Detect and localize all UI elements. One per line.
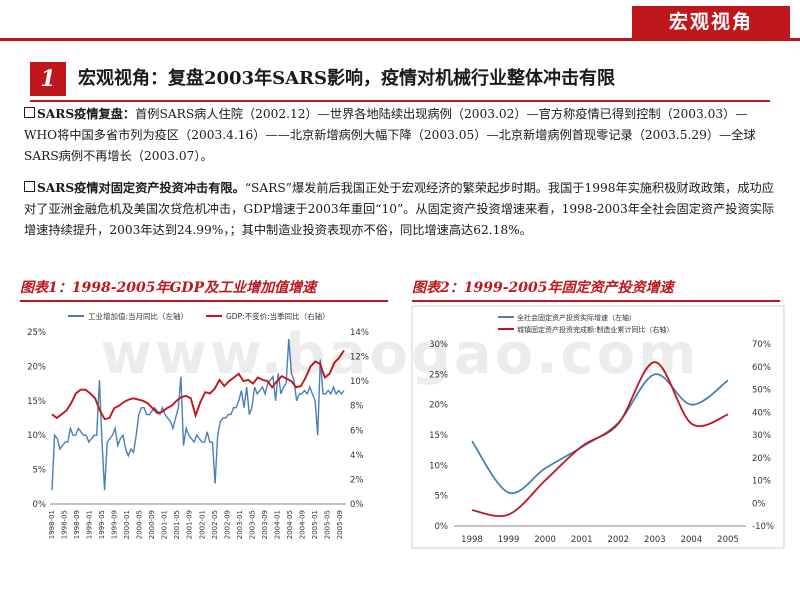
title-underline <box>30 100 770 102</box>
y-left-tick-label: 15% <box>429 431 448 441</box>
legend-label: 城镇固定资产投资完成额:制造业累计同比（右轴） <box>517 325 673 334</box>
x-tick-label: 2003-05 <box>248 510 256 539</box>
x-tick-label: 2002 <box>607 535 629 545</box>
x-tick-label: 2004-01 <box>273 510 281 539</box>
y-right-tick-label: 70% <box>752 340 771 350</box>
y-right-tick-label: 0% <box>752 499 766 509</box>
y-left-tick-label: 10% <box>27 431 46 441</box>
y-left-tick-label: 10% <box>429 461 448 471</box>
legend-label: 工业增加值:当月同比（左轴） <box>88 311 188 321</box>
x-tick-label: 2005 <box>717 535 739 545</box>
x-tick-label: 1998-01 <box>48 510 56 539</box>
paragraph-investment-impact: SARS疫情对固定资产投资冲击有限。“SARS”爆发前后我国正处于宏观经济的繁荣… <box>24 178 780 241</box>
x-tick-label: 2000-09 <box>148 510 156 539</box>
x-tick-label: 2001-09 <box>186 510 194 539</box>
paragraph-sars-review: SARS疫情复盘：首例SARS病人住院（2002.12）—世界各地陆续出现病例（… <box>24 104 780 167</box>
x-tick-label: 2002-09 <box>223 510 231 539</box>
x-tick-label: 2003 <box>644 535 666 545</box>
slide-title: 宏观视角：复盘2003年SARS影响，疫情对机械行业整体冲击有限 <box>78 68 616 89</box>
series-line-1 <box>51 349 345 421</box>
x-tick-label: 1999-05 <box>98 510 106 539</box>
paragraph-label: SARS疫情复盘： <box>37 107 136 121</box>
y-right-tick-label: 14% <box>350 328 369 338</box>
slide-title-row: 1 宏观视角：复盘2003年SARS影响，疫情对机械行业整体冲击有限 <box>30 62 770 102</box>
y-right-tick-label: 50% <box>752 386 771 396</box>
chart1-title: 图表1：1998-2005年GDP及工业增加值增速 <box>20 276 388 302</box>
x-tick-label: 2004-05 <box>286 510 294 539</box>
x-tick-label: 1999 <box>498 535 520 545</box>
checkbox-bullet-icon <box>24 107 35 118</box>
y-left-tick-label: 20% <box>27 362 46 372</box>
x-tick-label: 2004 <box>681 535 703 545</box>
x-tick-label: 2000-01 <box>123 510 131 539</box>
y-left-tick-label: 25% <box>429 370 448 380</box>
x-tick-label: 1998-09 <box>73 510 81 539</box>
chart-border <box>411 305 785 549</box>
x-tick-label: 2001-01 <box>161 510 169 539</box>
x-tick-label: 2001 <box>571 535 593 545</box>
x-tick-label: 2004-09 <box>298 510 306 539</box>
chart2-fixed-asset-investment: 0% 5% 10% 15% 20% 25% 30% -10% 0% 10% 20% 30% 40% 50%… <box>411 305 785 549</box>
series-line-0 <box>51 338 345 491</box>
series-line-1 <box>471 361 729 518</box>
y-right-tick-label: 10% <box>752 477 771 487</box>
y-left-tick-label: 0% <box>435 522 449 532</box>
y-right-tick-label: 40% <box>752 408 771 418</box>
x-tick-label: 2002-05 <box>211 510 219 539</box>
paragraph-label: SARS疫情对固定资产投资冲击有限。 <box>37 181 245 195</box>
y-right-tick-label: 30% <box>752 431 771 441</box>
title-number-badge: 1 <box>30 62 66 96</box>
y-right-tick-label: 10% <box>350 377 369 387</box>
x-tick-label: 2003-09 <box>261 510 269 539</box>
chart1-gdp-industrial: 0% 5% 10% 15% 20% 25% 0% 2% 4% 6% 8% 10% 12% 14% 1998-… <box>27 311 369 539</box>
y-left-tick-label: 15% <box>27 397 46 407</box>
y-right-tick-label: -10% <box>752 522 774 532</box>
x-tick-label: 1999-09 <box>111 510 119 539</box>
y-right-tick-label: 6% <box>350 426 364 436</box>
checkbox-bullet-icon <box>24 181 35 192</box>
x-tick-label: 2000 <box>534 535 556 545</box>
y-left-tick-label: 25% <box>27 328 46 338</box>
y-left-tick-label: 5% <box>33 466 47 476</box>
header-rule <box>0 38 800 41</box>
legend-label: 全社会固定资产投资实际增速（左轴） <box>517 313 636 322</box>
x-tick-label: 2002-01 <box>198 510 206 539</box>
y-right-tick-label: 20% <box>752 454 771 464</box>
x-tick-label: 2005-05 <box>323 510 331 539</box>
y-left-tick-label: 30% <box>429 340 448 350</box>
series-line-0 <box>471 373 729 495</box>
y-right-tick-label: 60% <box>752 363 771 373</box>
y-right-tick-label: 0% <box>350 500 364 510</box>
paragraph-text: “SARS”爆发前后我国正处于宏观经济的繁荣起步时期。我国于1998年实施积极财… <box>24 181 775 237</box>
x-tick-label: 1998 <box>461 535 483 545</box>
y-left-tick-label: 5% <box>435 492 449 502</box>
x-tick-label: 2003-01 <box>236 510 244 539</box>
y-right-tick-label: 8% <box>350 402 364 412</box>
paragraph-text: 首例SARS病人住院（2002.12）—世界各地陆续出现病例（2003.02）—… <box>24 107 756 163</box>
x-tick-label: 2001-05 <box>173 510 181 539</box>
y-right-tick-label: 12% <box>350 353 369 363</box>
y-left-tick-label: 0% <box>33 500 47 510</box>
y-right-tick-label: 2% <box>350 475 364 485</box>
chart2-title: 图表2：1999-2005年固定资产投资增速 <box>412 276 780 302</box>
section-tag: 宏观视角 <box>632 6 790 38</box>
x-tick-label: 2005-09 <box>336 510 344 539</box>
x-tick-label: 2000-05 <box>136 510 144 539</box>
legend-label: GDP:不变价:当季同比（右轴） <box>226 311 330 321</box>
x-tick-label: 1998-05 <box>61 510 69 539</box>
y-left-tick-label: 20% <box>429 401 448 411</box>
x-tick-label: 2005-01 <box>311 510 319 539</box>
y-right-tick-label: 4% <box>350 451 364 461</box>
x-tick-label: 1999-01 <box>86 510 94 539</box>
